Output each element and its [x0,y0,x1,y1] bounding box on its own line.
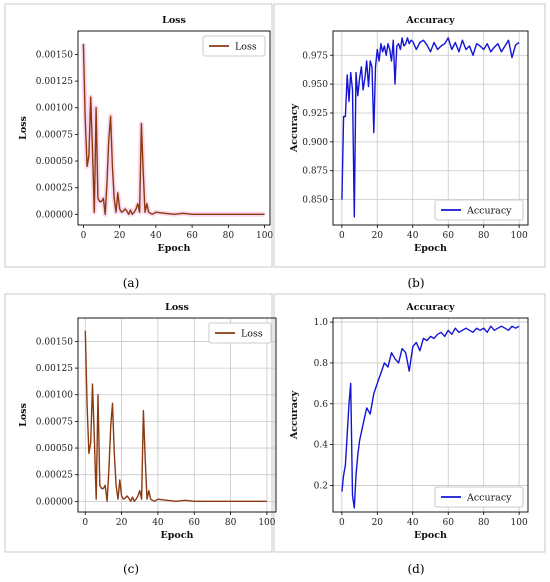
legend-box [208,322,272,344]
grid-lines [333,318,528,512]
y-tick-label: 0.900 [302,138,328,148]
x-tick-label: 0 [339,231,345,241]
legend-box [202,35,266,57]
legend: Loss [208,322,272,344]
chart-title: Accuracy [405,302,455,313]
plot-frame [77,30,271,226]
y-tick-label: 0.00000 [36,497,73,507]
caption-d: (d) [407,562,424,576]
x-tick-label: 60 [443,518,455,528]
y-tick-label: 0.875 [302,167,328,177]
x-tick-label: 20 [372,231,384,241]
caption-b: (b) [407,276,424,290]
y-tick-label: 0.6 [314,400,329,410]
x-tick-label: 100 [511,231,528,241]
x-tick-label: 60 [189,518,201,528]
y-tick-label: 0.925 [302,109,328,119]
y-tick-label: 0.975 [302,51,328,61]
legend: Accuracy [434,486,524,508]
chart-panel-2: 0 20 40 60 80 100 0.00000 0.00025 0.00050 0.00075… [18,302,277,541]
y-tick-label: 0.00100 [36,104,73,114]
y-tick-label: 0.00100 [36,391,73,401]
x-tick-label: 40 [407,231,419,241]
plot-frame [332,317,529,513]
charts: 0 20 40 60 80 100 0.00000 0.00025 0.00050 0.00075… [18,15,529,541]
x-tick-label: 100 [256,231,273,241]
y-tick-label: 0.850 [302,196,328,206]
y-axis-label: Loss [18,116,29,140]
series-line-0 [341,37,520,218]
y-tick-label: 1.0 [314,318,329,328]
series-line-0 [341,325,520,509]
x-tick-label: 40 [407,518,419,528]
legend-box [434,199,524,221]
x-tick-label: 40 [150,231,162,241]
series-line-0 [84,330,267,502]
panel-cell-a [4,3,273,268]
chart-title: Loss [165,302,189,313]
x-tick-label: 20 [372,518,384,528]
y-tick-label: 0.00150 [36,50,73,60]
y-tick-label: 0.00050 [36,444,73,454]
x-tick-label: 80 [478,518,490,528]
x-tick-label: 0 [82,518,88,528]
y-tick-label: 0.00050 [36,157,73,167]
legend-label: Loss [235,42,257,53]
grid-lines [333,31,528,225]
y-tick-label: 0.00000 [36,210,73,220]
chart-panel-1: 0 20 40 60 80 100 0.850 0.875 0.900 0.925 0.950 0.9… [289,15,529,254]
series-line-0 [82,43,265,216]
y-tick-label: 0.00075 [36,130,73,140]
x-tick-label: 20 [116,518,128,528]
x-tick-label: 0 [81,231,87,241]
chart-panel-0: 0 20 40 60 80 100 0.00000 0.00025 0.00050 0.00075… [18,15,273,254]
x-tick-label: 80 [223,231,235,241]
plot-frame [332,30,529,226]
y-tick-label: 0.2 [314,481,328,491]
x-axis-label: Epoch [414,530,447,541]
x-tick-label: 60 [186,231,198,241]
y-axis-label: Accuracy [289,103,300,153]
x-tick-label: 80 [225,518,237,528]
panel-cell-c [4,293,273,553]
legend-box [434,486,524,508]
x-tick-label: 80 [478,231,490,241]
x-tick-label: 0 [339,518,345,528]
x-tick-label: 100 [258,518,275,528]
y-tick-label: 0.00025 [36,471,73,481]
y-tick-label: 0.00025 [36,184,73,194]
x-axis-label: Epoch [158,243,191,254]
panel-cell-b [273,3,546,268]
y-axis-label: Loss [18,403,29,427]
legend: Loss [202,35,266,57]
x-axis-label: Epoch [161,530,194,541]
legend: Accuracy [434,199,524,221]
chart-title: Loss [162,15,186,26]
caption-a: (a) [123,276,140,290]
y-tick-label: 0.00150 [36,337,73,347]
y-tick-label: 0.00075 [36,417,73,427]
x-tick-label: 20 [114,231,126,241]
y-tick-label: 0.8 [314,359,329,369]
x-tick-label: 60 [443,231,455,241]
plot-frame [77,317,277,513]
x-axis-label: Epoch [414,243,447,254]
legend-label: Accuracy [466,493,512,504]
legend-label: Loss [241,329,263,340]
y-tick-label: 0.950 [302,80,328,90]
y-axis-label: Accuracy [289,390,300,440]
caption-c: (c) [123,562,139,576]
y-tick-label: 0.4 [314,441,329,451]
legend-label: Accuracy [466,206,512,217]
x-tick-label: 100 [511,518,528,528]
chart-title: Accuracy [405,15,455,26]
panel-cell-d [273,293,546,553]
y-tick-label: 0.00125 [36,77,73,87]
x-tick-label: 40 [152,518,164,528]
chart-panel-3: 0 20 40 60 80 100 0.2 0.4 0.6 0.8 1.0 Accuracy Epoch… [289,302,529,541]
y-tick-label: 0.00125 [36,364,73,374]
